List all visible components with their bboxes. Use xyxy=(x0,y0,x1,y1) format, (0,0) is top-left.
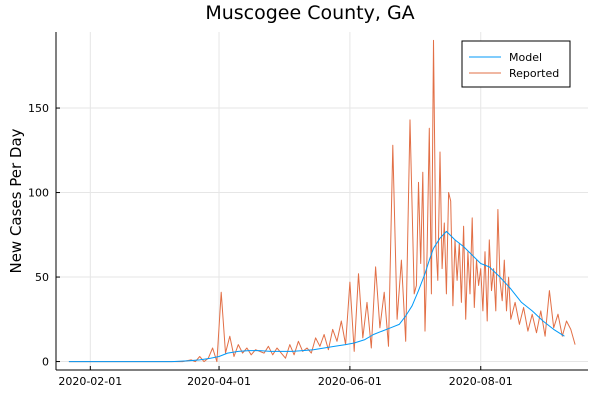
x-tick-label: 2020-04-01 xyxy=(187,375,251,388)
series-line-model xyxy=(68,230,565,363)
x-tick-label: 2020-08-01 xyxy=(449,375,513,388)
legend: Model Reported xyxy=(461,40,571,88)
legend-label-model: Model xyxy=(509,51,542,64)
series-line-reported xyxy=(68,39,576,363)
x-tick-label: 2020-02-01 xyxy=(58,375,122,388)
series-layer xyxy=(68,39,576,363)
legend-box xyxy=(461,40,571,88)
chart-title: Muscogee County, GA xyxy=(205,2,414,24)
axes xyxy=(55,32,588,371)
y-tick-label: 0 xyxy=(42,356,49,369)
legend-label-reported: Reported xyxy=(509,67,559,80)
x-axis-ticks: 2020-02-01 2020-04-01 2020-06-01 2020-08-01 xyxy=(58,366,513,388)
y-axis-label: New Cases Per Day xyxy=(7,128,25,273)
y-tick-label: 100 xyxy=(28,187,49,200)
y-tick-label: 150 xyxy=(28,102,49,115)
x-tick-label: 2020-06-01 xyxy=(318,375,382,388)
y-tick-label: 50 xyxy=(35,271,49,284)
y-axis-ticks: 0 50 100 150 xyxy=(28,102,60,369)
